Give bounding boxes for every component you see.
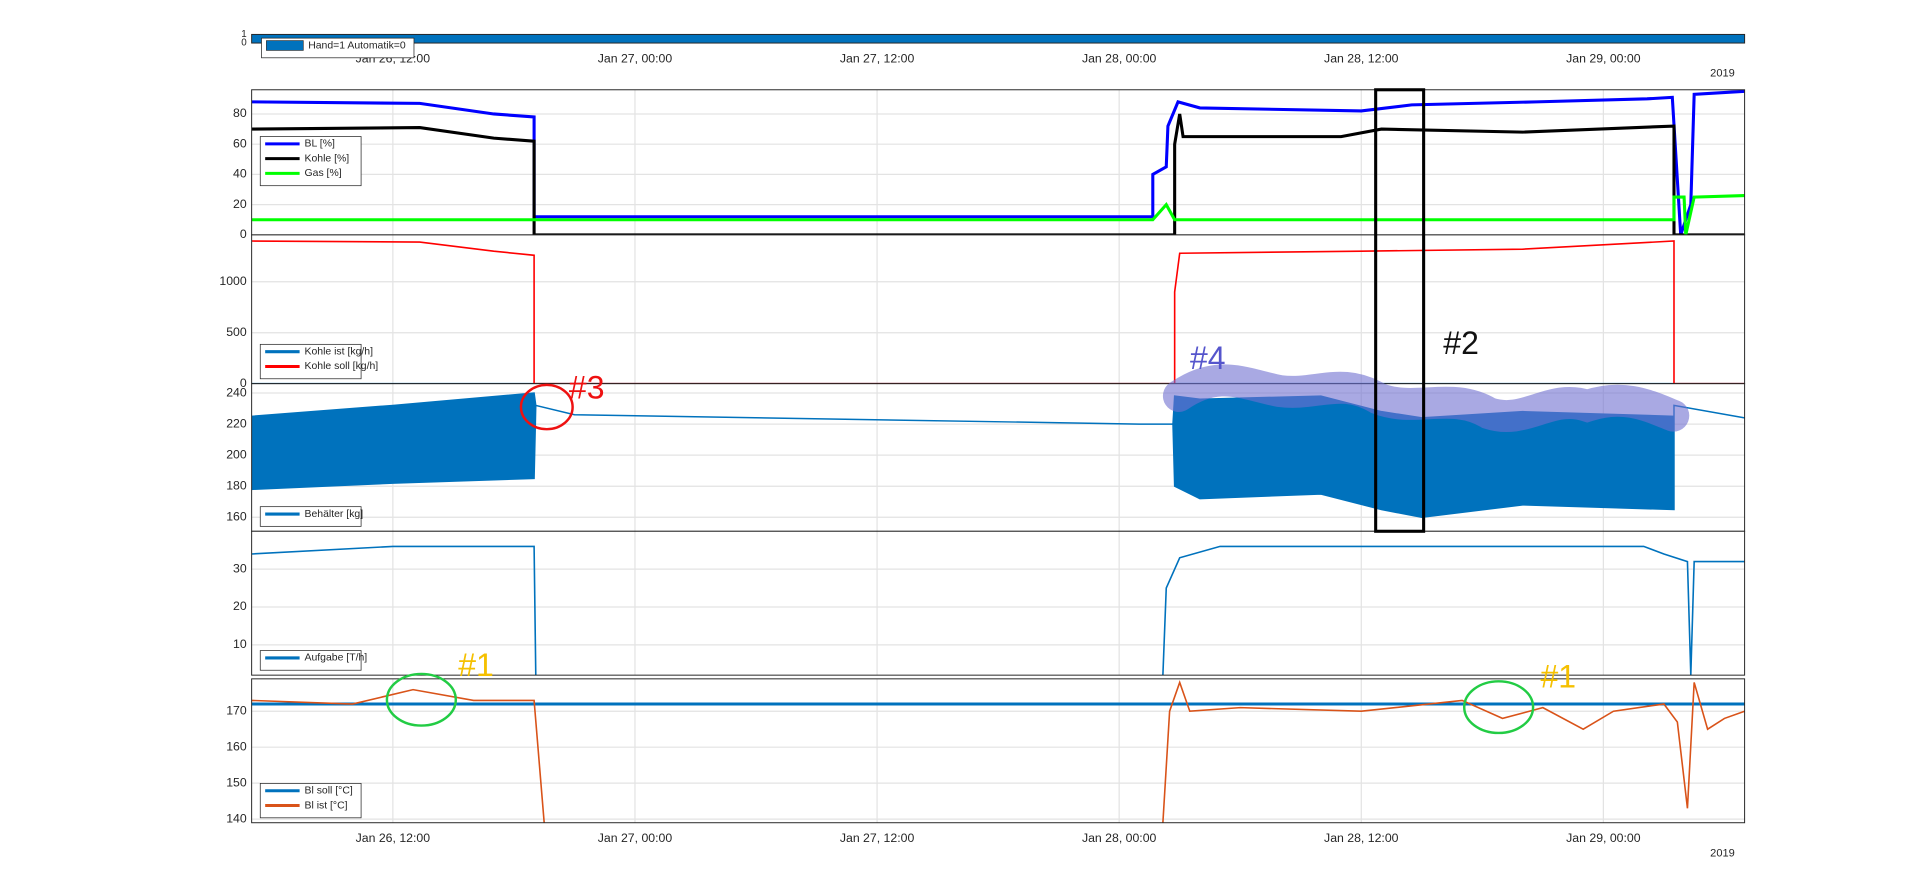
legend-label: Bl soll [°C] xyxy=(305,786,353,797)
line xyxy=(251,545,537,676)
x-tick-label: Jan 28, 12:00 xyxy=(1324,831,1399,845)
y-tick-label: 80 xyxy=(233,106,247,120)
legend-box xyxy=(259,343,362,380)
annotation: #4 xyxy=(1190,340,1226,376)
y-tick-label: 30 xyxy=(233,561,247,575)
y-tick-label: 60 xyxy=(233,136,247,150)
highlight-circle xyxy=(519,383,574,431)
x-tick-label: Jan 29, 00:00 xyxy=(1566,831,1641,845)
y-tick-label: 240 xyxy=(226,385,247,399)
x-tick-label: Jan 27, 00:00 xyxy=(598,831,673,845)
y-tick-label: 140 xyxy=(226,811,247,825)
y-tick-label: 160 xyxy=(226,739,247,753)
area xyxy=(251,34,1745,44)
x-year-label: 2019 xyxy=(1710,68,1735,80)
x-tick-label: Jan 28, 12:00 xyxy=(1324,51,1399,65)
plots: Jan 26, 12:00 Jan 27, 00:00 Jan 27, 12:00 J… xyxy=(219,29,1746,859)
y-tick-label: 40 xyxy=(233,167,247,181)
x-tick-label: Jan 28, 00:00 xyxy=(1082,51,1157,65)
x-tick-label: Jan 29, 00:00 xyxy=(1566,51,1641,65)
highlight-ellipse xyxy=(1462,680,1535,735)
x-tick-label: Jan 28, 00:00 xyxy=(1082,831,1157,845)
y-tick-label: 0 xyxy=(240,227,247,241)
annotation: #2 xyxy=(1443,325,1479,361)
y-tick-label: 20 xyxy=(233,197,247,211)
y-tick-label: 0 xyxy=(240,376,247,390)
line xyxy=(1162,545,1745,676)
legend-label: Gas [%] xyxy=(305,168,342,179)
band xyxy=(251,392,1745,519)
highlight-blob xyxy=(1162,364,1690,433)
annotation-shapes xyxy=(385,88,1690,735)
y-tick-label: 0 xyxy=(241,38,247,49)
plot-frame xyxy=(251,530,1746,676)
plot-area xyxy=(251,531,1745,676)
legend-box xyxy=(259,650,362,671)
line xyxy=(251,240,1745,384)
y-tick-label: 220 xyxy=(226,416,247,430)
line xyxy=(251,89,1745,235)
plot-frame xyxy=(251,33,1746,44)
highlight-ellipse xyxy=(385,672,458,727)
legend-box xyxy=(259,506,362,527)
legend-label: Bl ist [°C] xyxy=(305,800,348,811)
x-tick-label: Jan 27, 00:00 xyxy=(598,51,673,65)
annotation: #3 xyxy=(569,369,605,405)
legend-label: Kohle ist [kg/h] xyxy=(305,346,374,357)
legend-label: Kohle [%] xyxy=(305,153,350,164)
legend-label: Hand=1 Automatik=0 xyxy=(308,40,406,51)
x-tick-label: Jan 27, 12:00 xyxy=(840,51,915,65)
y-tick-label: 150 xyxy=(226,775,247,789)
y-tick-label: 20 xyxy=(233,599,247,613)
y-tick-label: 500 xyxy=(226,325,247,339)
line xyxy=(251,113,1745,235)
x-tick-label: Jan 27, 12:00 xyxy=(840,831,915,845)
legend-label: Aufgabe [T/h] xyxy=(305,653,368,664)
y-tick-label: 10 xyxy=(233,637,247,651)
legend-label: BL [%] xyxy=(305,139,335,150)
legend-label: Kohle soll [kg/h] xyxy=(305,361,379,372)
legend-label: Behälter [kg] xyxy=(305,509,364,520)
highlight-box xyxy=(1374,88,1426,533)
y-tick-label: 1 xyxy=(241,29,246,40)
annotation: #1 xyxy=(458,647,494,683)
y-tick-label: 160 xyxy=(226,510,247,524)
x-year-label: 2019 xyxy=(1710,847,1735,859)
legend-box xyxy=(259,783,362,819)
line xyxy=(251,688,545,823)
annotation: #1 xyxy=(1540,658,1576,694)
legend-swatch xyxy=(266,40,304,51)
y-tick-label: 180 xyxy=(226,478,247,492)
line xyxy=(1162,680,1745,823)
y-tick-label: 170 xyxy=(226,703,247,717)
plot-frame xyxy=(251,678,1746,824)
plot-area xyxy=(251,234,1745,384)
line xyxy=(251,194,1745,235)
y-tick-label: 200 xyxy=(226,447,247,461)
y-tick-label: 1000 xyxy=(219,274,246,288)
x-tick-label: Jan 26, 12:00 xyxy=(356,831,431,845)
